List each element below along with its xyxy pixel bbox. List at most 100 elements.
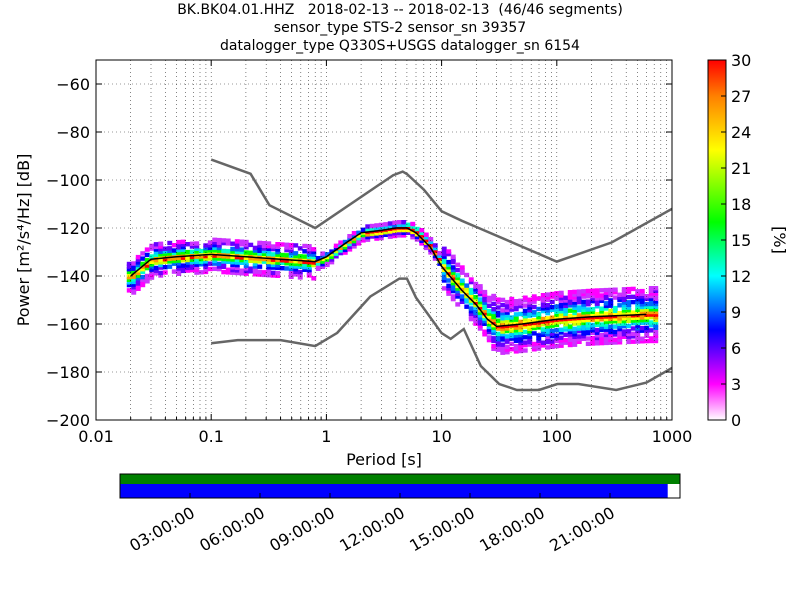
heatmap-cell xyxy=(603,293,609,298)
heatmap-cell xyxy=(635,289,641,294)
heatmap-cell xyxy=(180,239,186,244)
heatmap-cell xyxy=(189,257,195,262)
heatmap-cell xyxy=(365,237,371,242)
heatmap-cell xyxy=(581,291,587,297)
heatmap-cell xyxy=(590,312,596,317)
heatmap-cell xyxy=(185,242,191,247)
heatmap-cell xyxy=(639,318,645,323)
heatmap-cell xyxy=(441,265,447,270)
heatmap-cell xyxy=(369,234,375,239)
heatmap-cell xyxy=(644,338,650,344)
heatmap-cell xyxy=(639,336,645,341)
heatmap-cell xyxy=(509,317,515,323)
heatmap-cell xyxy=(158,241,164,246)
heatmap-cell xyxy=(243,258,249,263)
heatmap-cell xyxy=(356,233,362,238)
heatmap-cell xyxy=(509,299,515,304)
heatmap-cell xyxy=(630,331,636,336)
heatmap-cell xyxy=(513,346,519,351)
heatmap-cell xyxy=(230,241,236,246)
heatmap-cell xyxy=(617,321,623,326)
heatmap-cell xyxy=(482,295,488,300)
heatmap-cell xyxy=(608,290,614,295)
heatmap-cell xyxy=(558,340,564,346)
heatmap-cell xyxy=(230,267,236,273)
heatmap-cell xyxy=(482,289,488,295)
heatmap-cell xyxy=(536,312,542,317)
coverage-time-axis: 03:00:0006:00:0009:00:0012:00:0015:00:00… xyxy=(126,493,618,555)
heatmap-cell xyxy=(630,318,636,323)
heatmap-cell xyxy=(648,288,654,293)
heatmap-cell xyxy=(522,295,528,300)
heatmap-cell xyxy=(459,267,465,273)
heatmap-cell xyxy=(464,296,470,301)
heatmap-cell xyxy=(392,223,398,228)
heatmap-cell xyxy=(594,333,600,338)
heatmap-cell xyxy=(176,250,182,255)
heatmap-cell xyxy=(248,258,254,263)
heatmap-cell xyxy=(621,300,627,305)
heatmap-cell xyxy=(441,249,447,254)
heatmap-cell xyxy=(527,300,533,305)
heatmap-cell xyxy=(405,222,411,227)
heatmap-cell xyxy=(360,235,366,240)
heatmap-cell xyxy=(617,319,623,324)
heatmap-cell xyxy=(486,314,492,319)
heatmap-cell xyxy=(500,342,506,347)
heatmap-cell xyxy=(639,288,645,294)
heatmap-cell xyxy=(356,235,362,241)
heatmap-cell xyxy=(554,343,560,349)
heatmap-cell xyxy=(518,303,524,309)
heatmap-cell xyxy=(279,252,285,258)
heatmap-cell xyxy=(441,270,447,275)
heatmap-cell xyxy=(351,241,357,246)
heatmap-cell xyxy=(527,323,533,329)
heatmap-cell xyxy=(558,298,564,303)
heatmap-cell xyxy=(653,323,659,328)
heatmap-cell xyxy=(482,292,488,297)
heatmap-cell xyxy=(630,294,636,299)
heatmap-cell xyxy=(513,312,519,317)
heatmap-cell xyxy=(306,246,312,252)
heatmap-cell xyxy=(401,227,407,233)
heatmap-cell xyxy=(167,254,173,259)
heatmap-cell xyxy=(149,272,155,278)
heatmap-cell xyxy=(482,316,488,321)
heatmap-cell xyxy=(558,335,564,340)
heatmap-cell xyxy=(126,261,132,267)
heatmap-cell xyxy=(644,309,650,315)
heatmap-cell xyxy=(576,307,582,313)
heatmap-cell xyxy=(549,323,555,328)
heatmap-cell xyxy=(135,281,141,286)
heatmap-cell xyxy=(536,317,542,322)
heatmap-cell xyxy=(243,266,249,271)
heatmap-cell xyxy=(189,262,195,268)
heatmap-cell xyxy=(320,259,326,264)
heatmap-cell xyxy=(540,322,546,327)
heatmap-cell xyxy=(135,260,141,265)
heatmap-cell xyxy=(450,281,456,286)
heatmap-cell xyxy=(495,300,501,305)
heatmap-cell xyxy=(302,262,308,267)
heatmap-cell xyxy=(477,292,483,297)
heatmap-cell xyxy=(513,306,519,312)
heatmap-cell xyxy=(558,293,564,298)
heatmap-cell xyxy=(135,257,141,262)
heatmap-cell xyxy=(347,239,353,244)
heatmap-cell xyxy=(234,241,240,247)
heatmap-cell xyxy=(513,338,519,343)
heatmap-cell xyxy=(414,229,420,234)
heatmap-cell xyxy=(527,342,533,347)
y-tick-label: −180 xyxy=(46,363,90,382)
heatmap-cell xyxy=(257,253,263,259)
heatmap-cell xyxy=(216,251,222,256)
heatmap-cell xyxy=(585,331,591,336)
heatmap-cell xyxy=(495,342,501,347)
heatmap-cell xyxy=(504,350,510,355)
heatmap-cell xyxy=(545,324,551,329)
heatmap-cell xyxy=(396,230,402,235)
heatmap-cell xyxy=(599,288,605,293)
heatmap-cell xyxy=(405,230,411,235)
heatmap-cell xyxy=(176,258,182,263)
heatmap-cell xyxy=(288,261,294,266)
